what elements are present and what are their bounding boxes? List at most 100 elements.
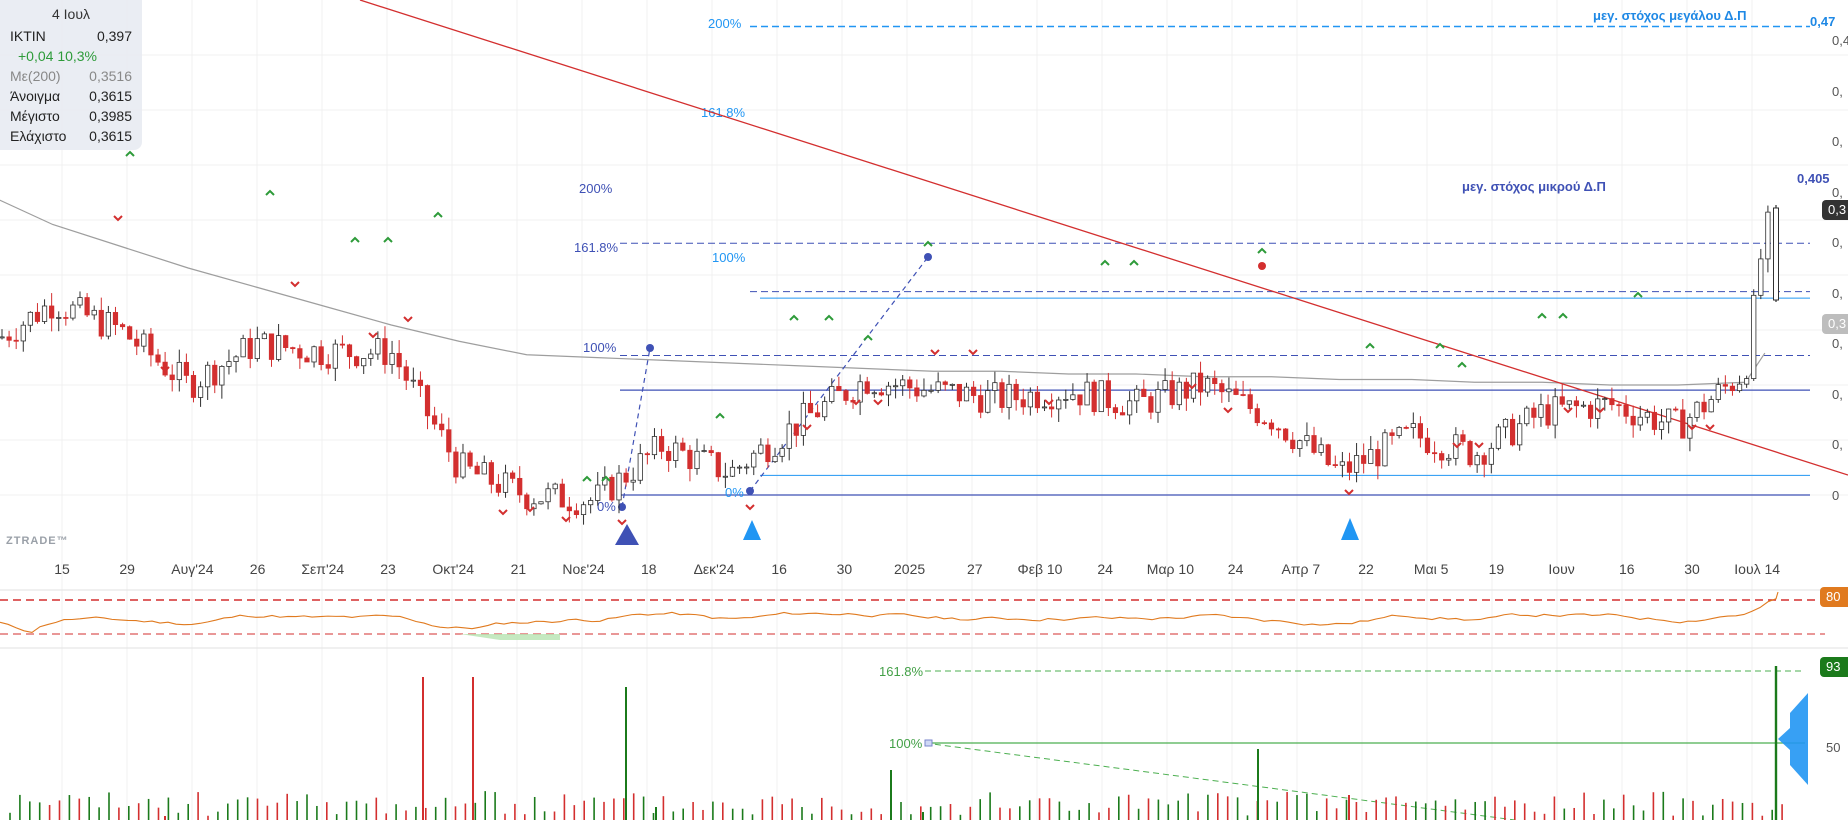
candle-body xyxy=(212,364,218,386)
price-tick-label: 0, xyxy=(1832,134,1843,149)
x-tick-label: Μαρ 10 xyxy=(1146,561,1194,577)
swing-high-marker xyxy=(1129,259,1139,266)
candle-body xyxy=(985,390,991,413)
candle-body xyxy=(1545,404,1551,426)
fibonacci-lines xyxy=(620,25,1810,496)
candle-body xyxy=(1063,398,1069,401)
swing-low-marker xyxy=(1223,407,1233,414)
candle-body xyxy=(1084,381,1090,406)
candle-body xyxy=(900,379,906,387)
x-tick-label: Σεπ'24 xyxy=(301,561,345,577)
price-tick-label: 0, xyxy=(1832,285,1843,301)
candle-body xyxy=(708,450,714,454)
candle-body xyxy=(1219,383,1225,393)
swing-high-marker xyxy=(601,475,611,482)
candle-body xyxy=(1290,439,1296,450)
candle-body xyxy=(1020,399,1026,408)
candle-body xyxy=(1417,423,1423,439)
candle-body xyxy=(1332,464,1338,467)
swing-low-marker xyxy=(160,366,170,373)
candle-body xyxy=(1474,455,1480,466)
candle-body xyxy=(928,389,934,392)
swing-high-marker xyxy=(1100,259,1110,266)
swing-low-marker xyxy=(802,424,812,431)
candle-body xyxy=(885,385,892,396)
candle-body xyxy=(1297,440,1303,450)
candle-body xyxy=(1701,401,1707,413)
candle-body xyxy=(70,304,76,319)
candle-body xyxy=(1580,404,1587,407)
candle-body xyxy=(935,381,941,391)
ma200-line xyxy=(0,199,1766,386)
fib-inner-100-label: 100% xyxy=(712,250,746,265)
candle-body xyxy=(1070,394,1076,400)
candle-body xyxy=(439,423,445,431)
swing-low-marker xyxy=(368,332,378,339)
x-tick-label: Ιουλ 14 xyxy=(1734,561,1781,577)
candle-body xyxy=(701,450,707,452)
tooltip-last: 0,397 xyxy=(96,28,132,44)
candle-body xyxy=(1041,406,1048,409)
swing-high-marker xyxy=(383,236,393,243)
candle-body xyxy=(1602,398,1608,400)
candle-body xyxy=(1446,457,1452,461)
candle-body xyxy=(446,429,452,453)
candle-body xyxy=(275,335,282,360)
swing-low-marker xyxy=(968,349,978,356)
candle-body xyxy=(432,415,438,425)
candle-body xyxy=(1736,383,1743,392)
candle-body xyxy=(325,364,331,369)
x-tick-label: 23 xyxy=(380,561,396,577)
tooltip-low-label: Ελάχιστο xyxy=(10,128,67,144)
candle-body xyxy=(1637,416,1643,426)
tooltip-high-label: Μέγιστο xyxy=(10,108,60,124)
trend-line xyxy=(359,0,1848,476)
ma-price-tag: 0,3 xyxy=(1822,314,1848,334)
swing-low-marker xyxy=(1705,424,1715,431)
x-tick-label: Ιουν xyxy=(1548,561,1575,577)
swing-low-marker xyxy=(1452,442,1462,449)
candle-body xyxy=(1233,388,1239,395)
candle-body xyxy=(566,506,572,512)
candle-body xyxy=(736,466,743,469)
tooltip-ma-value: 0,3516 xyxy=(89,68,132,84)
candle-body xyxy=(793,423,799,436)
rsi-line xyxy=(0,591,1779,633)
candle-body xyxy=(1495,426,1502,449)
candle-body xyxy=(424,385,431,417)
candle-body xyxy=(517,477,523,496)
swing-high-marker xyxy=(1558,312,1568,319)
volume-arrow xyxy=(1778,693,1808,785)
x-tick-label: 24 xyxy=(1097,561,1113,577)
candle-body xyxy=(141,333,147,347)
swing-high-marker xyxy=(1435,342,1445,349)
last-price-tag: 0,3 xyxy=(1822,200,1848,220)
swing-high-marker xyxy=(1257,247,1267,254)
x-tick-label: Απρ 7 xyxy=(1281,561,1321,577)
candle-body xyxy=(992,382,998,391)
candle-body xyxy=(254,338,260,359)
candle-body xyxy=(34,311,41,322)
candle-body xyxy=(892,385,899,388)
candle-body xyxy=(304,357,310,363)
candle-body xyxy=(1105,380,1111,409)
x-tick-label: 24 xyxy=(1227,561,1244,577)
candle-body xyxy=(673,442,679,461)
price-tick-label: 0, xyxy=(1832,83,1843,99)
candle-body xyxy=(751,452,757,468)
candle-body xyxy=(226,361,232,367)
candle-body xyxy=(148,333,154,356)
x-tick-label: Οκτ'24 xyxy=(432,561,475,577)
candle-body xyxy=(616,472,622,501)
swing-low-marker xyxy=(745,504,755,511)
candle-body xyxy=(1056,399,1062,410)
candle-body xyxy=(715,452,721,478)
candle-body xyxy=(907,379,913,389)
x-tick-label: Αυγ'24 xyxy=(171,561,214,577)
candle-body xyxy=(744,466,750,469)
candle-body xyxy=(1247,394,1253,410)
candle-body xyxy=(1134,388,1140,402)
candle-body xyxy=(722,475,728,478)
tooltip-ma-label: Με(200) xyxy=(10,68,61,84)
